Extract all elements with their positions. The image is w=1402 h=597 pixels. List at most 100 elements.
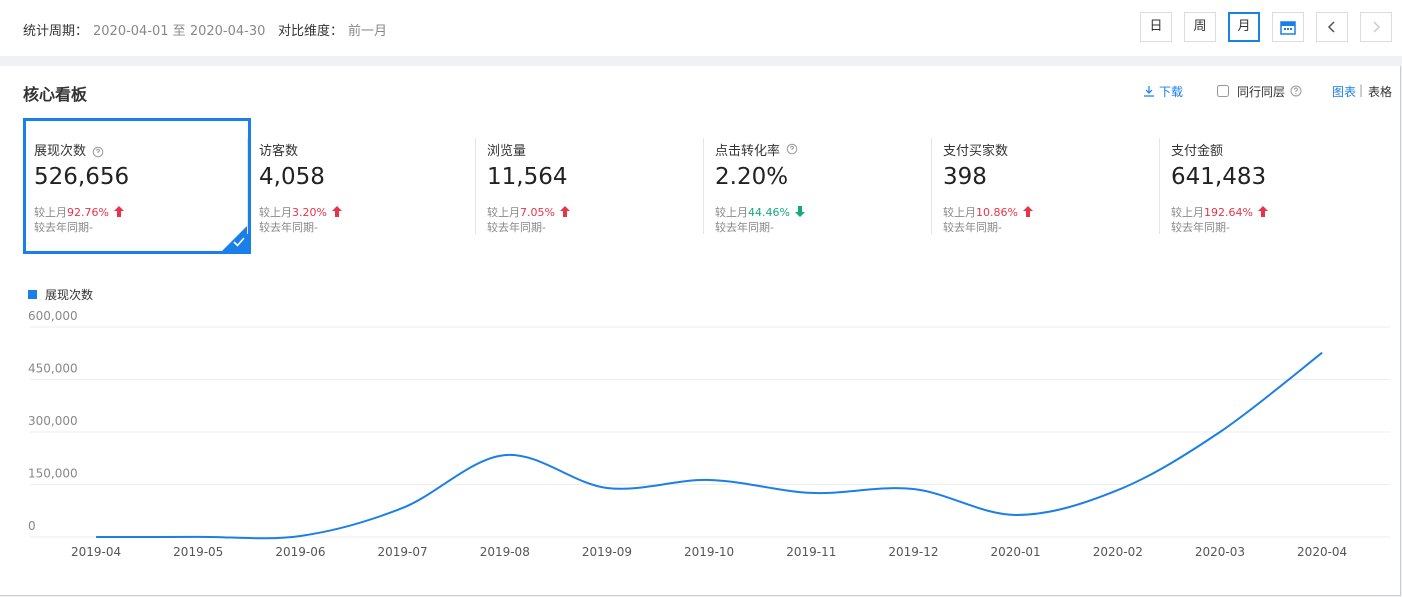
trend-arrow-shape	[1257, 206, 1268, 217]
mom-value: 3.20%	[292, 206, 327, 219]
x-tick-label: 2020-03	[1195, 545, 1245, 559]
chart-view-link[interactable]: 图表	[1332, 85, 1357, 99]
metric-yoy: 较去年同期-	[1171, 221, 1230, 234]
trend-arrow-shape	[113, 206, 124, 217]
y-tick-label: 150,000	[28, 467, 78, 481]
trend-arrow-shape	[1022, 206, 1033, 217]
metric-name: 支付金额	[1171, 144, 1224, 159]
period-button[interactable]: 周	[1184, 12, 1216, 42]
metric-mom: 较上月192.64%	[1171, 204, 1269, 220]
period-button[interactable]: 月	[1228, 12, 1260, 42]
metric-value: 398	[943, 164, 987, 190]
y-tick-label: 0	[28, 519, 36, 533]
period-value: 2020-04-01 至 2020-04-30	[93, 24, 266, 39]
metric-mom: 较上月10.86%	[943, 204, 1034, 220]
next-button[interactable]	[1360, 12, 1392, 42]
download-link[interactable]: 下载	[1159, 85, 1184, 99]
help-icon	[1290, 85, 1302, 97]
x-tick-label: 2019-07	[378, 545, 428, 559]
trend-arrow-shape	[794, 206, 805, 217]
x-tick-label: 2019-09	[582, 545, 632, 559]
metric-yoy: 较去年同期-	[259, 221, 318, 234]
help-circle	[786, 143, 798, 155]
mom-value: 192.64%	[1204, 206, 1253, 219]
trend-arrow	[331, 206, 342, 217]
metric-card[interactable]: 支付买家数 398 较上月10.86% 较去年同期-	[931, 118, 1163, 254]
x-tick-label: 2019-08	[480, 545, 530, 559]
mom-value: 92.76%	[67, 206, 109, 219]
metric-yoy: 较去年同期-	[34, 221, 93, 234]
metric-yoy: 较去年同期-	[487, 221, 546, 234]
metric-value: 2.20%	[715, 164, 789, 190]
x-tick-label: 2019-04	[71, 545, 121, 559]
help-mark	[96, 148, 100, 153]
mom-label: 较上月	[259, 206, 292, 219]
x-tick-label: 2020-01	[991, 545, 1041, 559]
selected-check	[222, 225, 248, 251]
metric-separator	[475, 138, 476, 234]
top-bar: 统计周期： 2020-04-01 至 2020-04-30 对比维度： 前一月 …	[0, 0, 1402, 56]
peer-label: 同行同层	[1237, 85, 1286, 99]
period-label: 统计周期：	[23, 24, 89, 39]
metric-yoy: 较去年同期-	[943, 221, 1002, 234]
metric-name: 访客数	[259, 144, 299, 159]
metric-name: 支付买家数	[943, 144, 1009, 159]
metric-card[interactable]: 访客数 4,058 较上月3.20% 较去年同期-	[247, 118, 479, 254]
calendar-icon	[1280, 21, 1296, 35]
metric-value: 4,058	[259, 164, 325, 190]
metric-card[interactable]: 点击转化率 2.20% 较上月44.46% 较去年同期-	[703, 118, 935, 254]
x-tick-label: 2019-06	[275, 545, 325, 559]
metric-mom: 较上月3.20%	[259, 204, 343, 220]
legend-swatch	[28, 290, 37, 299]
legend-label: 展现次数	[45, 287, 93, 302]
x-tick-label: 2019-11	[786, 545, 836, 559]
trend-arrow-shape	[331, 206, 342, 217]
prev-button[interactable]	[1316, 12, 1348, 42]
panel-title: 核心看板	[23, 85, 88, 104]
core-panel: 核心看板 下载 同行同层 图表 | 表格 展现次数 526,656 较上月92.76…	[0, 66, 1401, 596]
metric-value: 641,483	[1171, 164, 1267, 190]
check-mark	[233, 237, 245, 247]
metric-separator	[931, 138, 932, 234]
trend-arrow-shape	[559, 206, 570, 217]
prev-icon	[1327, 21, 1335, 33]
y-tick-label: 450,000	[28, 362, 78, 376]
metric-name: 点击转化率	[715, 144, 781, 159]
mom-label: 较上月	[715, 206, 748, 219]
x-tick-label: 2019-05	[173, 545, 223, 559]
x-tick-label: 2019-10	[684, 545, 734, 559]
trend-arrow	[113, 206, 124, 217]
mom-value: 44.46%	[748, 206, 790, 219]
trend-arrow	[1257, 206, 1268, 217]
help-icon	[786, 143, 798, 155]
help-icon	[92, 146, 104, 158]
period-button[interactable]: 日	[1140, 12, 1172, 42]
metric-card[interactable]: 浏览量 11,564 较上月7.05% 较去年同期-	[475, 118, 707, 254]
metric-value: 11,564	[487, 164, 568, 190]
y-tick-label: 600,000	[28, 309, 78, 323]
metric-mom: 较上月92.76%	[34, 204, 125, 220]
check-corner	[222, 225, 248, 251]
peer-checkbox[interactable]	[1217, 85, 1229, 97]
mom-label: 较上月	[943, 206, 976, 219]
calendar-button[interactable]	[1272, 12, 1304, 42]
metric-yoy: 较去年同期-	[715, 221, 774, 234]
table-view-link[interactable]: 表格	[1368, 85, 1393, 99]
mom-label: 较上月	[487, 206, 520, 219]
trend-arrow	[559, 206, 570, 217]
compare-label: 对比维度：	[278, 24, 344, 39]
help-circle	[92, 146, 104, 158]
y-tick-label: 300,000	[28, 414, 78, 428]
x-tick-label: 2020-02	[1093, 545, 1143, 559]
metric-separator	[247, 138, 248, 234]
series-line	[96, 351, 1323, 540]
mom-value: 10.86%	[976, 206, 1018, 219]
mom-value: 7.05%	[520, 206, 555, 219]
metric-card[interactable]: 支付金额 641,483 较上月192.64% 较去年同期-	[1159, 118, 1391, 254]
trend-arrow	[1022, 206, 1033, 217]
metric-card[interactable]: 展现次数 526,656 较上月92.76% 较去年同期-	[23, 118, 251, 254]
metric-value: 526,656	[34, 164, 130, 190]
metric-mom: 较上月7.05%	[487, 204, 571, 220]
view-separator: |	[1359, 83, 1364, 97]
